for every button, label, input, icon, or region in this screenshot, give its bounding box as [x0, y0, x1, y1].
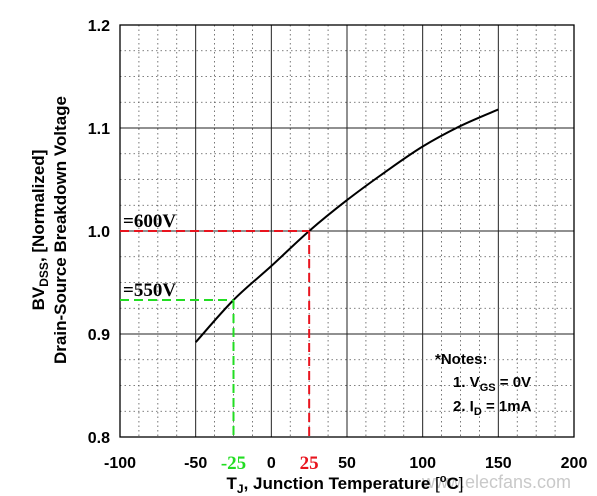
y-tick-label: 0.9 [88, 327, 110, 344]
y-tick-label: 1.1 [88, 121, 110, 138]
note-vgs: 1. VGS = 0V [453, 374, 531, 394]
annotation-label-y: =550V [123, 280, 176, 301]
series-marks [194, 108, 499, 343]
notes-box: *Notes: 1. VGS = 0V 2. ID = 1mA [435, 351, 532, 418]
y-tick-label: 1.2 [88, 18, 110, 35]
x-tick-label: 0 [267, 455, 276, 472]
x-tick-label: 100 [409, 455, 436, 472]
x-axis-title: TJ, Junction Temperature [oC] [226, 473, 463, 496]
y-axis-title-line2: Drain-Source Breakdown Voltage [51, 96, 70, 364]
annotation-label-x: -25 [221, 453, 246, 474]
note-id: 2. ID = 1mA [453, 398, 532, 418]
series-line [194, 108, 499, 343]
notes-title: *Notes: [435, 351, 488, 368]
annotation-label-y: =600V [123, 211, 176, 232]
y-tick-label: 1.0 [88, 224, 110, 241]
x-tick-label: 50 [338, 455, 356, 472]
x-tick-label: -50 [184, 455, 207, 472]
x-tick-label: 150 [485, 455, 512, 472]
tick-labels: -100 -50 0 50 100 150 200 0.8 0.9 1.0 1.1 1.2 [88, 18, 588, 472]
grid [120, 25, 574, 437]
watermark: www.elecfans.com [421, 472, 571, 492]
annotations: =600V 25 =550V -25 [120, 211, 319, 474]
y-tick-label: 0.8 [88, 430, 110, 447]
x-tick-label: -100 [104, 455, 136, 472]
y-axis-title-line1: BVDSS, [Normalized] [29, 150, 51, 311]
x-tick-label: 200 [561, 455, 588, 472]
annotation-label-x: 25 [300, 453, 319, 474]
